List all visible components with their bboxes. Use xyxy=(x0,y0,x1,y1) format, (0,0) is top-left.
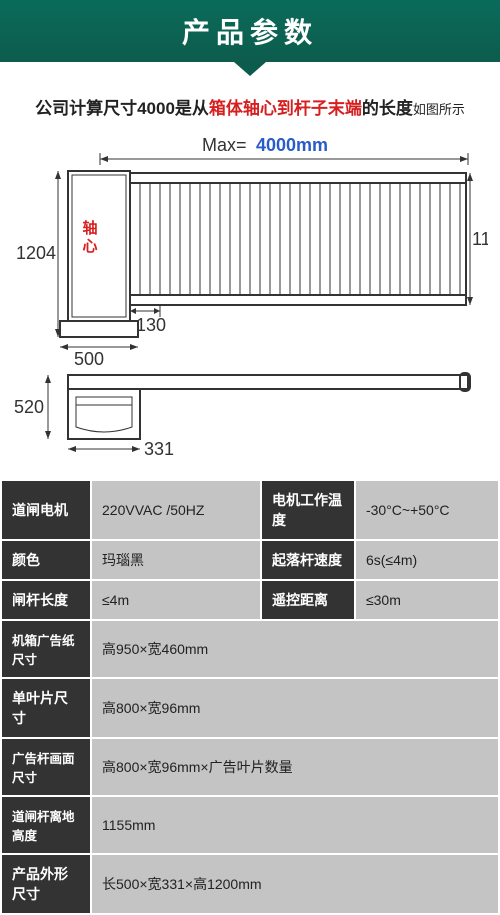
spec-label: 单叶片尺寸 xyxy=(2,679,90,737)
table-row: 闸杆长度 ≤4m 遥控距离 ≤30m xyxy=(2,581,498,619)
spec-value: ≤30m xyxy=(356,581,498,619)
table-row: 广告杆画面尺寸 高800×宽96mm×广告叶片数量 xyxy=(2,739,498,795)
subtitle: 公司计算尺寸4000是从箱体轴心到杆子末端的长度如图所示 xyxy=(10,94,490,119)
axis-label-2: 心 xyxy=(82,238,97,255)
spec-label: 道闸杆离地高度 xyxy=(2,797,90,853)
spec-value: 1155mm xyxy=(92,797,498,853)
subtitle-tail: 如图所示 xyxy=(413,102,465,117)
spec-value: 长500×宽331×高1200mm xyxy=(92,855,498,913)
spec-label: 遥控距离 xyxy=(262,581,354,619)
subtitle-post: 的长度 xyxy=(362,99,413,118)
spec-label: 广告杆画面尺寸 xyxy=(2,739,90,795)
table-row: 机箱广告纸尺寸 高950×宽460mm xyxy=(2,621,498,677)
max-label-pre: Max= xyxy=(202,135,247,155)
dim-left-h: 1204 xyxy=(16,243,56,263)
header-title: 产品参数 xyxy=(182,11,318,51)
dim-right-h: 1150 xyxy=(472,229,488,249)
header-arrow-icon xyxy=(234,62,266,76)
subtitle-pre: 公司计算尺寸4000是从 xyxy=(35,99,209,118)
spec-label: 起落杆速度 xyxy=(262,541,354,579)
subtitle-highlight: 箱体轴心到杆子末端 xyxy=(209,99,362,118)
dim-offset: 130 xyxy=(136,315,166,335)
table-row: 颜色 玛瑙黑 起落杆速度 6s(≤4m) xyxy=(2,541,498,579)
spec-label: 产品外形尺寸 xyxy=(2,855,90,913)
spec-table: 道闸电机 220VVAC /50HZ 电机工作温度 -30°C~+50°C 颜色… xyxy=(0,479,500,915)
dimension-diagram: Max= 4000mm 轴 心 1204 1150 xyxy=(12,133,488,473)
dim-side-w: 331 xyxy=(144,439,174,459)
header-banner: 产品参数 xyxy=(0,0,500,62)
spec-value: -30°C~+50°C xyxy=(356,481,498,539)
spec-value: ≤4m xyxy=(92,581,260,619)
spec-label: 机箱广告纸尺寸 xyxy=(2,621,90,677)
spec-label: 闸杆长度 xyxy=(2,581,90,619)
dim-base-w: 500 xyxy=(74,349,104,369)
spec-label: 电机工作温度 xyxy=(262,481,354,539)
max-label-val: 4000mm xyxy=(256,135,328,155)
spec-value: 高800×宽96mm xyxy=(92,679,498,737)
table-row: 道闸电机 220VVAC /50HZ 电机工作温度 -30°C~+50°C xyxy=(2,481,498,539)
spec-value: 玛瑙黑 xyxy=(92,541,260,579)
spec-value: 6s(≤4m) xyxy=(356,541,498,579)
axis-label-1: 轴 xyxy=(82,219,97,237)
spec-value: 高950×宽460mm xyxy=(92,621,498,677)
table-row: 产品外形尺寸 长500×宽331×高1200mm xyxy=(2,855,498,913)
table-row: 单叶片尺寸 高800×宽96mm xyxy=(2,679,498,737)
spec-label: 颜色 xyxy=(2,541,90,579)
spec-value: 高800×宽96mm×广告叶片数量 xyxy=(92,739,498,795)
table-row: 道闸杆离地高度 1155mm xyxy=(2,797,498,853)
spec-label: 道闸电机 xyxy=(2,481,90,539)
spec-value: 220VVAC /50HZ xyxy=(92,481,260,539)
dim-side-h: 520 xyxy=(14,397,44,417)
